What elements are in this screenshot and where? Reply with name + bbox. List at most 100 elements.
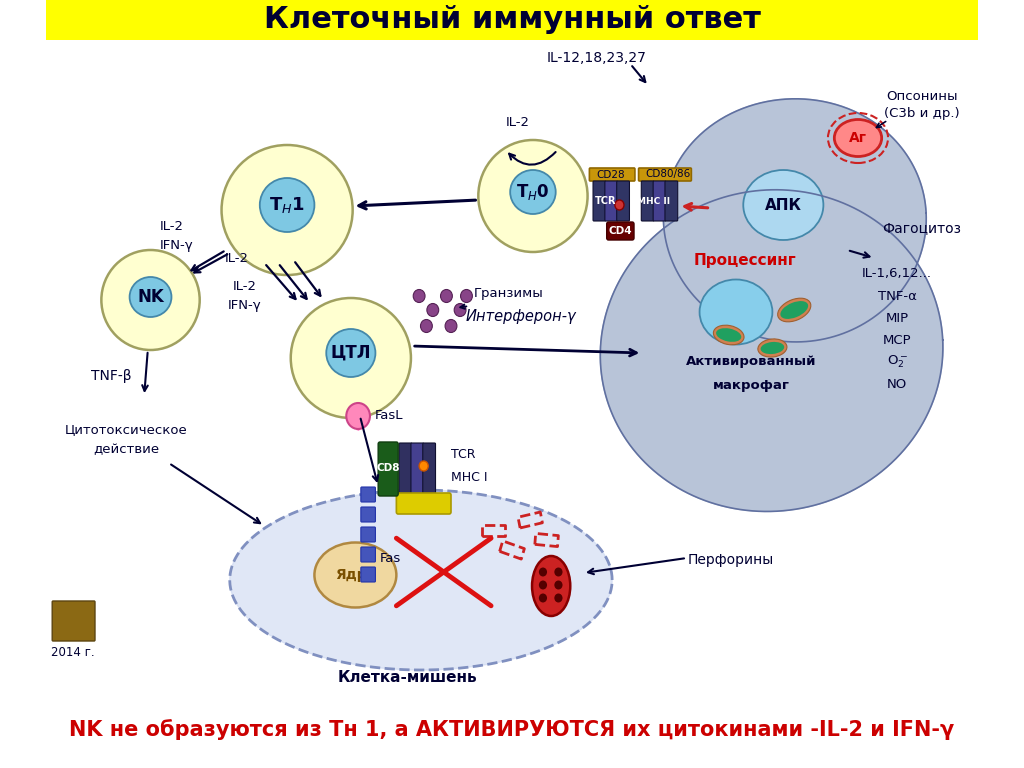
Text: NK: NK — [137, 288, 164, 306]
Circle shape — [539, 581, 547, 590]
FancyBboxPatch shape — [423, 443, 435, 497]
Text: АПК: АПК — [765, 197, 802, 213]
FancyBboxPatch shape — [360, 567, 376, 582]
Text: CD4: CD4 — [608, 226, 632, 236]
Circle shape — [455, 303, 466, 316]
Circle shape — [427, 303, 438, 316]
Text: Т$_H$0: Т$_H$0 — [516, 182, 550, 202]
Text: Аг: Аг — [849, 131, 867, 145]
Text: Интерферон-γ: Интерферон-γ — [466, 309, 577, 323]
Text: Активированный: Активированный — [686, 356, 817, 369]
Text: Fas: Fas — [380, 551, 401, 564]
Text: Процессинг: Процессинг — [694, 253, 797, 267]
Text: IL-2: IL-2 — [160, 220, 183, 233]
Text: MHC II: MHC II — [638, 197, 671, 206]
Circle shape — [554, 568, 562, 577]
Ellipse shape — [478, 140, 588, 252]
Text: TCR: TCR — [595, 196, 616, 206]
FancyBboxPatch shape — [360, 547, 376, 562]
Circle shape — [539, 594, 547, 603]
Text: ЦТЛ: ЦТЛ — [331, 344, 371, 362]
Ellipse shape — [780, 301, 808, 319]
FancyBboxPatch shape — [378, 442, 398, 496]
FancyBboxPatch shape — [360, 487, 376, 502]
Ellipse shape — [532, 556, 570, 616]
Ellipse shape — [221, 145, 352, 275]
Circle shape — [440, 290, 453, 303]
Ellipse shape — [758, 339, 786, 357]
Text: 2014 г.: 2014 г. — [51, 647, 95, 660]
Ellipse shape — [716, 328, 741, 342]
Ellipse shape — [130, 277, 171, 317]
Text: Фагоцитоз: Фагоцитоз — [883, 221, 962, 235]
Text: Перфорины: Перфорины — [688, 553, 774, 567]
Ellipse shape — [260, 178, 314, 232]
FancyBboxPatch shape — [606, 222, 634, 240]
FancyBboxPatch shape — [641, 181, 654, 221]
Text: CD8: CD8 — [377, 463, 400, 473]
Ellipse shape — [761, 342, 784, 354]
Text: MIP: MIP — [886, 312, 908, 325]
Text: Цитотоксическое: Цитотоксическое — [65, 423, 187, 436]
Text: MCP: MCP — [883, 333, 911, 346]
Text: Гранзимы: Гранзимы — [474, 286, 544, 300]
Text: O$_2^-$: O$_2^-$ — [887, 354, 907, 370]
Polygon shape — [600, 190, 943, 511]
Circle shape — [554, 594, 562, 603]
Text: FasL: FasL — [375, 409, 403, 422]
Text: Ядро: Ядро — [335, 568, 376, 582]
Ellipse shape — [291, 298, 411, 418]
Text: CD80/86: CD80/86 — [645, 170, 690, 180]
Text: IL-1,6,12...: IL-1,6,12... — [862, 266, 932, 280]
Text: TNF-α: TNF-α — [878, 290, 916, 303]
Text: Опсонины: Опсонины — [886, 90, 957, 102]
FancyBboxPatch shape — [360, 507, 376, 522]
Circle shape — [554, 581, 562, 590]
Ellipse shape — [419, 461, 428, 471]
Text: действие: действие — [93, 443, 159, 456]
Text: TNF-β: TNF-β — [91, 369, 132, 383]
FancyBboxPatch shape — [411, 443, 424, 497]
FancyBboxPatch shape — [590, 168, 635, 181]
Polygon shape — [664, 99, 927, 342]
Text: Клеточный иммунный ответ: Клеточный иммунный ответ — [263, 5, 761, 35]
Text: макрофаг: макрофаг — [713, 379, 790, 392]
Circle shape — [421, 319, 432, 333]
Text: IFN-γ: IFN-γ — [227, 300, 261, 313]
FancyBboxPatch shape — [653, 181, 666, 221]
FancyBboxPatch shape — [605, 181, 617, 221]
FancyBboxPatch shape — [396, 493, 451, 514]
Circle shape — [414, 290, 425, 303]
Text: TCR: TCR — [451, 448, 475, 461]
Circle shape — [461, 290, 472, 303]
Text: (С3b и др.): (С3b и др.) — [884, 107, 959, 120]
Ellipse shape — [743, 170, 823, 240]
Text: NK не образуются из Тн 1, а АКТИВИРУЮТСЯ их цитокинами -IL-2 и IFN-γ: NK не образуются из Тн 1, а АКТИВИРУЮТСЯ… — [70, 720, 954, 740]
Text: IL-2: IL-2 — [225, 251, 249, 264]
Text: MHC I: MHC I — [451, 472, 487, 485]
FancyBboxPatch shape — [52, 601, 95, 641]
Ellipse shape — [714, 325, 744, 345]
FancyBboxPatch shape — [46, 0, 978, 40]
Ellipse shape — [777, 298, 811, 322]
Text: IL-2: IL-2 — [506, 117, 529, 130]
Ellipse shape — [699, 280, 772, 345]
Text: IFN-γ: IFN-γ — [160, 240, 194, 253]
Polygon shape — [229, 490, 612, 670]
Ellipse shape — [327, 329, 376, 377]
Ellipse shape — [835, 120, 882, 157]
FancyBboxPatch shape — [616, 181, 630, 221]
FancyBboxPatch shape — [593, 181, 606, 221]
Text: Т$_H$1: Т$_H$1 — [269, 195, 305, 215]
Text: IL-2: IL-2 — [232, 280, 256, 293]
Text: IL-12,18,23,27: IL-12,18,23,27 — [547, 51, 646, 65]
Text: Клетка-мишень: Клетка-мишень — [338, 670, 477, 686]
FancyBboxPatch shape — [665, 181, 678, 221]
Ellipse shape — [101, 250, 200, 350]
Circle shape — [539, 568, 547, 577]
Ellipse shape — [510, 170, 556, 214]
FancyBboxPatch shape — [360, 527, 376, 542]
FancyBboxPatch shape — [639, 168, 691, 181]
Text: NO: NO — [887, 378, 907, 390]
Ellipse shape — [314, 542, 396, 607]
